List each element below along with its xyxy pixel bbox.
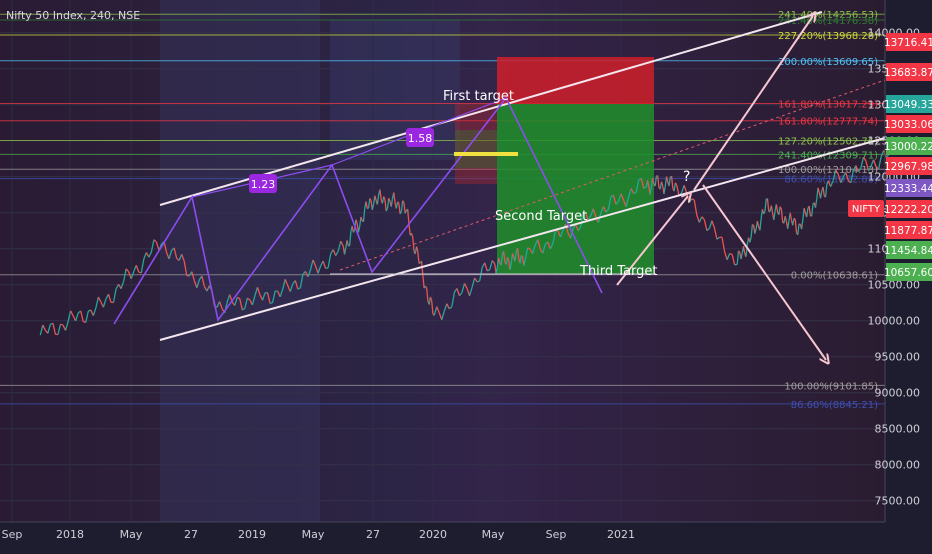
price-tag: 11877.87: [884, 225, 932, 237]
price-axis-tick-label: 8000.00: [875, 459, 921, 472]
price-axis-tick-label: 9500.00: [875, 351, 921, 364]
price-segment: [521, 255, 522, 256]
price-axis-tick-label: 7500.00: [875, 495, 921, 508]
annotation-third-target: Third Target: [579, 264, 658, 279]
fib-level-label: 100.00%(9101.85): [784, 381, 878, 392]
time-axis-tick-label: 2019: [238, 528, 266, 541]
price-segment: [735, 264, 738, 265]
fib-level-label: 0.00%(10638.61): [791, 271, 878, 282]
price-tag: 13049.33: [884, 99, 932, 111]
price-tag: 12222.20: [884, 204, 932, 216]
price-tag: 10657.60: [884, 267, 932, 279]
zone-shade-mid: [330, 20, 460, 160]
price-axis-tick-label: 8500.00: [875, 423, 921, 436]
badge-ratio-2: 1.58: [408, 132, 433, 145]
time-axis-tick-label: 27: [184, 528, 198, 541]
annotation-first-target: First target: [443, 89, 514, 104]
time-axis-tick-label: 27: [366, 528, 380, 541]
price-segment: [61, 324, 64, 325]
price-tag: 12333.44: [884, 183, 932, 195]
symbol-tag: NIFTY: [852, 204, 881, 215]
price-segment: [738, 251, 739, 252]
stop-zone-box: [497, 57, 654, 104]
price-segment: [367, 208, 368, 209]
price-tag: 12967.98: [884, 161, 932, 173]
price-segment: [752, 225, 753, 226]
price-tag: 13716.41: [884, 37, 932, 49]
time-axis-tick-label: 2020: [419, 528, 447, 541]
time-axis-tick-label: May: [302, 528, 325, 541]
time-axis-tick-label: Sep: [546, 528, 567, 541]
price-tag: 13033.06: [884, 119, 932, 131]
price-segment: [477, 281, 480, 282]
fib-level-label: 161.80%(13017.29): [778, 99, 878, 110]
price-axis-tick-label: 9000.00: [875, 387, 921, 400]
annotation-second-target: Second Target: [495, 209, 587, 224]
time-axis-tick-label: May: [482, 528, 505, 541]
time-axis-tick-label: 2018: [56, 528, 84, 541]
price-segment: [326, 268, 329, 269]
price-tag: 11454.84: [884, 245, 932, 257]
price-tag: 13683.87: [884, 67, 932, 79]
price-tag: 13000.22: [884, 141, 932, 153]
fib-level-label: 200.00%(13609.65): [778, 57, 878, 68]
price-segment: [270, 303, 273, 304]
price-segment: [886, 155, 889, 157]
time-axis[interactable]: Sep 2018 May 27 2019 May 27 2020 May Sep 2021: [2, 528, 635, 541]
annotation-question: ?: [683, 169, 690, 185]
chart-title: Nifty 50 Index, 240, NSE: [6, 9, 140, 22]
price-segment: [730, 254, 733, 255]
price-segment: [419, 263, 420, 264]
fib-level-label: 86.60%(8845.21): [791, 400, 878, 411]
fib-level-label: 241.40%(14176.38): [778, 16, 878, 27]
fib-level-label: 127.20%(12502.76): [778, 137, 878, 148]
badge-ratio-1: 1.23: [251, 178, 276, 191]
time-axis-tick-label: Sep: [2, 528, 23, 541]
time-axis-tick-label: May: [120, 528, 143, 541]
price-axis-tick-label: 10000.00: [868, 315, 921, 328]
fib-level-label: 161.80%(12777.74): [778, 117, 878, 128]
time-axis-tick-label: 2021: [607, 528, 635, 541]
fib-level-label: 227.20%(13968.28): [778, 31, 878, 42]
